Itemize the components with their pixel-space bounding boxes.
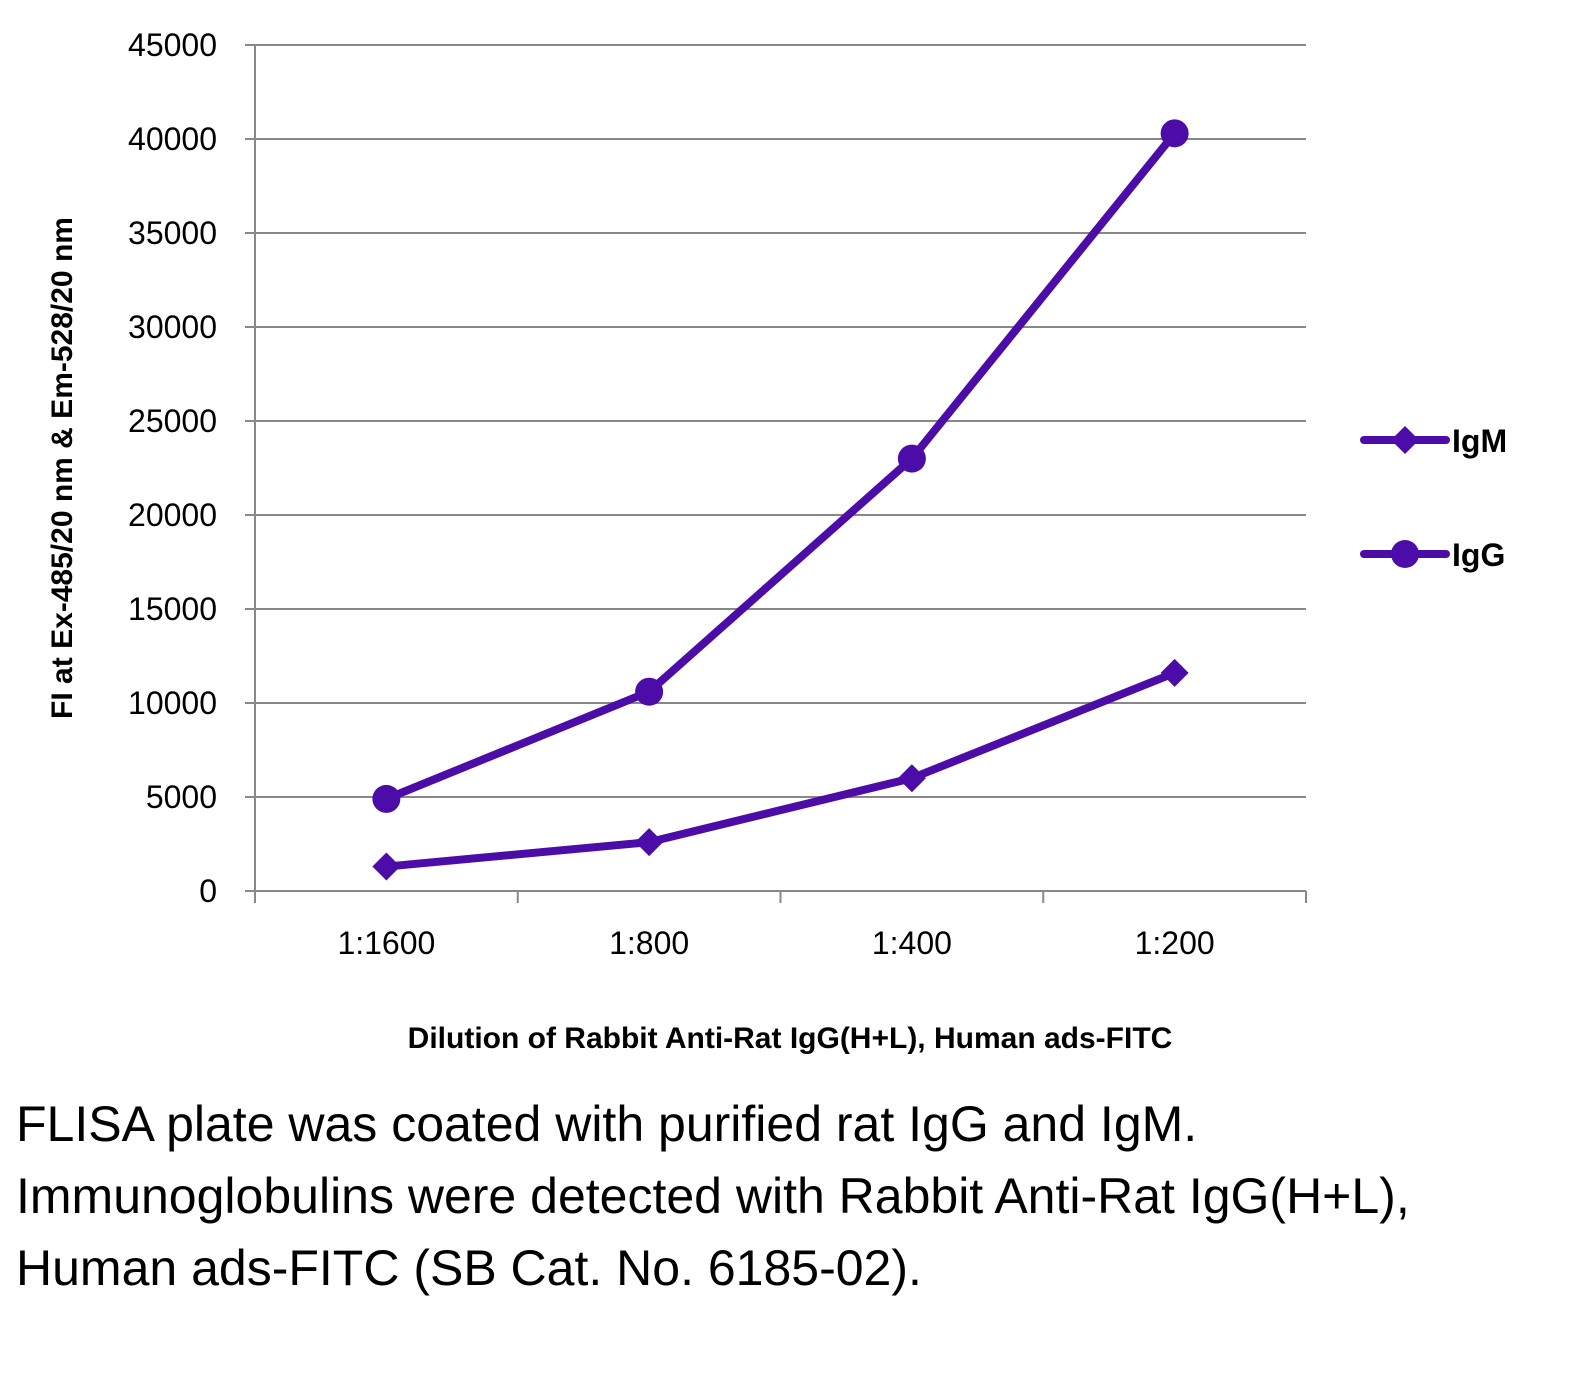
legend-label-igg: IgG xyxy=(1452,537,1505,573)
legend: IgM IgG xyxy=(1360,423,1507,573)
y-tick-label: 30000 xyxy=(128,309,217,345)
y-tick-label: 40000 xyxy=(128,121,217,157)
y-tick-label: 25000 xyxy=(128,403,217,439)
x-axis-title: Dilution of Rabbit Anti-Rat IgG(H+L), Hu… xyxy=(408,1022,1173,1055)
y-tick-label: 5000 xyxy=(146,779,217,815)
x-tick-label: 1:400 xyxy=(872,925,952,961)
data-point-igm xyxy=(372,852,401,881)
y-tick-label: 10000 xyxy=(128,685,217,721)
data-point-igm xyxy=(897,764,926,793)
legend-marker-igm xyxy=(1391,426,1419,454)
legend-label-igm: IgM xyxy=(1452,423,1507,459)
legend-marker-igg xyxy=(1391,540,1419,568)
series-line-igg xyxy=(382,129,1179,803)
data-point-igm xyxy=(1160,658,1189,687)
y-tick-label: 15000 xyxy=(128,591,217,627)
x-tick-label: 1:200 xyxy=(1135,925,1215,961)
y-tick-label: 45000 xyxy=(128,27,217,63)
gridlines xyxy=(255,44,1306,798)
x-tick-label: 1:1600 xyxy=(337,925,435,961)
data-point-igg xyxy=(635,677,664,706)
y-tick-label: 20000 xyxy=(128,497,217,533)
y-axis-title: FI at Ex-485/20 nm & Em-528/20 nm xyxy=(46,217,79,719)
data-point-igg xyxy=(1160,119,1189,148)
series-line-igm xyxy=(382,668,1179,871)
data-point-igm xyxy=(635,828,664,857)
line-chart: 0 5000 10000 15000 20000 25000 30000 35000 40000… xyxy=(46,27,1507,1055)
axes xyxy=(245,44,1307,903)
data-point-igg xyxy=(897,444,926,473)
y-tick-label: 0 xyxy=(199,873,217,909)
y-tick-label: 35000 xyxy=(128,215,217,251)
x-tick-labels: 1:1600 1:800 1:400 1:200 xyxy=(337,925,1214,961)
data-point-igg xyxy=(372,784,401,813)
y-tick-labels: 0 5000 10000 15000 20000 25000 30000 35000 40000… xyxy=(128,27,217,909)
figure-caption: FLISA plate was coated with purified rat… xyxy=(16,1096,1410,1296)
x-tick-label: 1:800 xyxy=(609,925,689,961)
series-lines xyxy=(372,119,1189,881)
